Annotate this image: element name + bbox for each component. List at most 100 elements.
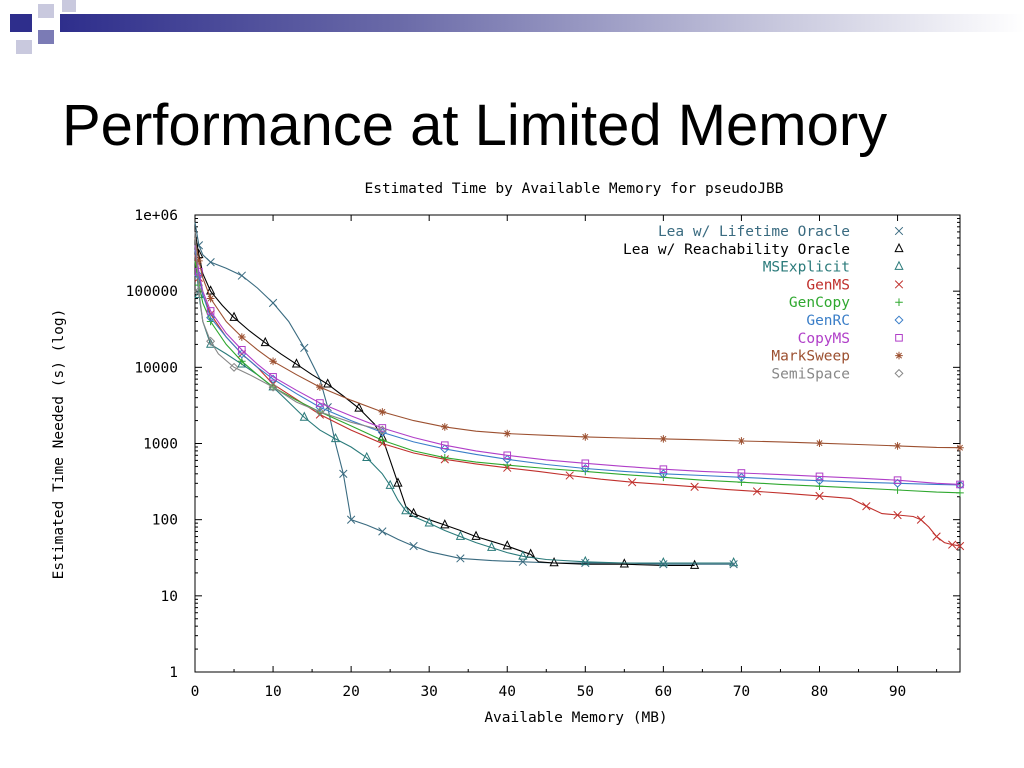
data-point [471, 530, 481, 540]
y-tick-label: 100 [152, 513, 178, 529]
data-point [206, 313, 216, 323]
data-point [377, 425, 387, 435]
series-7 [194, 245, 964, 489]
data-point [393, 477, 403, 487]
data-point [690, 482, 699, 491]
series-2 [194, 231, 700, 569]
series-line [194, 245, 961, 485]
data-point [502, 454, 512, 464]
slide-title: Performance at Limited Memory [62, 93, 888, 158]
data-point [815, 482, 824, 491]
series-line [194, 231, 383, 431]
series-9 [194, 231, 387, 435]
data-point [409, 541, 418, 551]
data-point [378, 527, 387, 536]
y-tick-label: 100000 [126, 284, 178, 300]
data-point [487, 541, 497, 551]
data-point [659, 465, 668, 473]
x-tick-label: 40 [499, 684, 516, 700]
x-axis-label: Available Memory (MB) [484, 710, 667, 726]
data-point [955, 541, 965, 551]
data-point [408, 507, 419, 517]
data-point [893, 442, 902, 450]
data-point [580, 555, 590, 566]
legend-marker [894, 368, 904, 378]
data-point [401, 505, 411, 515]
data-point [238, 345, 246, 354]
data-point [378, 424, 387, 432]
decorative-gradient-bar [60, 14, 1024, 32]
data-point [503, 451, 512, 460]
legend-marker [894, 280, 904, 289]
data-point [316, 383, 324, 391]
data-point [518, 550, 528, 560]
data-point [229, 362, 239, 372]
data-point [893, 478, 903, 488]
data-point [456, 554, 465, 563]
data-point [440, 519, 450, 529]
data-point [659, 435, 668, 443]
legend-label: GenCopy [789, 295, 850, 311]
x-tick-label: 90 [889, 684, 906, 700]
series-line [194, 237, 961, 449]
legend-label: GenMS [806, 277, 850, 293]
data-point [916, 515, 926, 524]
data-point [815, 491, 824, 501]
x-tick-label: 30 [420, 684, 437, 700]
x-tick-label: 70 [733, 684, 750, 700]
data-point [237, 271, 246, 280]
legend-label: Lea w/ Lifetime Oracle [658, 224, 850, 240]
data-point [378, 436, 387, 445]
data-point [440, 441, 449, 449]
data-point [689, 559, 700, 569]
legend-label: MSExplicit [763, 260, 850, 276]
data-point [956, 443, 964, 452]
legend-marker [894, 242, 904, 253]
data-point [195, 267, 203, 276]
data-point [300, 343, 309, 353]
y-tick-label: 10 [161, 589, 178, 605]
data-point [893, 476, 902, 484]
data-point [581, 433, 590, 441]
series-3 [194, 254, 739, 567]
data-point [291, 358, 302, 368]
data-point [729, 560, 738, 569]
data-point [362, 451, 372, 462]
data-point [956, 489, 964, 497]
series-line [194, 254, 734, 564]
data-point [815, 439, 824, 447]
data-point [339, 469, 348, 478]
decorative-square-4 [62, 0, 76, 12]
data-point [330, 432, 341, 443]
data-point [238, 333, 246, 341]
data-point [815, 472, 824, 481]
data-point [206, 336, 216, 346]
series-line [194, 249, 961, 486]
data-point [956, 480, 964, 489]
data-point [323, 378, 333, 388]
legend-marker [894, 315, 904, 325]
y-tick-label: 10000 [134, 360, 178, 376]
data-point [378, 408, 387, 416]
y-tick-label: 1000 [143, 437, 178, 453]
x-tick-label: 60 [655, 684, 672, 700]
data-point [752, 487, 762, 496]
chart-title: Estimated Time by Available Memory for p… [364, 181, 783, 197]
data-point [658, 557, 668, 567]
decorative-square-1 [10, 14, 32, 32]
data-point [195, 257, 203, 265]
data-point [268, 298, 278, 308]
data-point [581, 558, 590, 568]
legend-label: Lea w/ Reachability Oracle [623, 242, 850, 258]
data-point [581, 459, 590, 468]
data-point [737, 478, 746, 487]
data-point [893, 510, 902, 520]
data-point [346, 515, 356, 524]
data-point [440, 453, 449, 462]
data-point [206, 307, 215, 315]
data-point [932, 532, 941, 541]
legend-label: CopyMS [798, 331, 850, 347]
y-axis-label: Estimated Time Needed (s) (log) [51, 309, 67, 580]
data-point [729, 557, 739, 567]
